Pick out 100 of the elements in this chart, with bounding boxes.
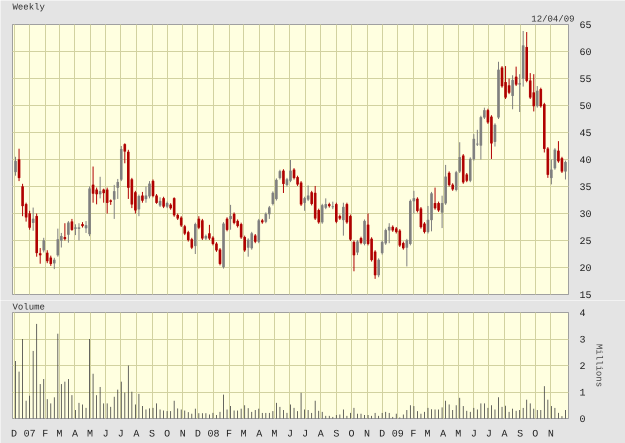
candlestick xyxy=(494,122,496,148)
chart-title: Weekly xyxy=(12,2,46,12)
x-tick-label: S xyxy=(149,430,156,440)
x-tick-label: F xyxy=(226,430,232,440)
candlestick xyxy=(194,222,197,254)
candlestick xyxy=(335,202,338,224)
candlestick xyxy=(56,228,60,258)
candlestick xyxy=(504,66,507,100)
x-tick-label: D xyxy=(194,430,201,440)
y-tick-label: 50 xyxy=(580,102,592,113)
y-tick-label: 35 xyxy=(580,183,592,194)
candlestick xyxy=(102,188,105,204)
candlestick xyxy=(95,187,98,205)
y-tick-label: 3 xyxy=(580,336,586,346)
x-tick-label: J xyxy=(118,430,124,440)
x-tick-label: S xyxy=(333,430,340,440)
candlestick xyxy=(352,240,356,272)
candlestick xyxy=(67,220,70,244)
x-tick-label: A xyxy=(440,430,446,440)
y-tick-label: 45 xyxy=(580,129,592,140)
y-tick-label: 0 xyxy=(580,415,586,426)
candlestick xyxy=(250,231,254,250)
candlestick xyxy=(70,218,74,232)
x-tick-label: 09 xyxy=(392,430,404,440)
candlestick xyxy=(98,176,102,199)
chart-title: Volume xyxy=(12,302,45,312)
candlestick xyxy=(268,205,271,220)
x-tick-label: O xyxy=(348,430,354,440)
candlestick xyxy=(398,228,402,248)
x-tick-label: S xyxy=(517,430,524,440)
candlestick xyxy=(112,184,116,220)
x-tick-label: D xyxy=(11,430,18,440)
candlestick xyxy=(275,178,278,202)
x-tick-label: D xyxy=(379,430,386,440)
x-tick-label: M xyxy=(240,430,247,440)
x-tick-label: M xyxy=(87,430,94,440)
candlestick xyxy=(18,148,20,182)
candlestick xyxy=(434,187,436,210)
y-axis-title: Millions xyxy=(594,344,604,388)
candlestick xyxy=(564,160,567,180)
y-tick-label: 65 xyxy=(580,21,592,32)
candlestick xyxy=(74,224,77,236)
x-tick-label: O xyxy=(532,430,538,440)
x-tick-label: J xyxy=(470,430,477,440)
candlestick xyxy=(320,203,324,224)
candlestick xyxy=(226,216,228,232)
x-tick-label: F xyxy=(42,430,48,440)
x-tick-label: 08 xyxy=(207,430,220,440)
x-tick-label: M xyxy=(56,430,62,440)
candlestick xyxy=(46,250,49,264)
x-tick-label: M xyxy=(424,430,430,440)
x-tick-label: J xyxy=(102,430,109,440)
y-tick-label: 60 xyxy=(580,48,592,59)
candlestick xyxy=(201,218,204,240)
x-tick-label: J xyxy=(286,430,294,440)
candlestick xyxy=(377,258,380,278)
candlestick xyxy=(278,169,282,180)
candlestick xyxy=(514,66,518,87)
y-tick-label: 55 xyxy=(580,75,592,86)
candlestick xyxy=(158,196,162,208)
x-tick-label: M xyxy=(271,430,278,440)
x-tick-label: A xyxy=(72,430,78,440)
candlestick xyxy=(32,207,34,232)
candlestick xyxy=(232,212,236,225)
candlestick xyxy=(282,168,285,194)
x-tick-label: A xyxy=(133,430,140,440)
y-tick-label: 20 xyxy=(580,264,592,275)
x-tick-label: O xyxy=(164,430,170,440)
x-tick-label: N xyxy=(548,430,554,440)
y-tick-label: 40 xyxy=(580,156,592,167)
x-tick-label: A xyxy=(256,430,262,440)
candlestick xyxy=(42,237,46,253)
y-tick-label: 2 xyxy=(580,362,586,373)
candlestick xyxy=(78,222,80,241)
candlestick xyxy=(254,234,257,244)
candlestick xyxy=(511,74,514,110)
candlestick xyxy=(64,222,66,241)
x-tick-label: J xyxy=(302,430,308,440)
x-tick-label: A xyxy=(502,430,508,440)
candlestick xyxy=(532,74,536,112)
candlestick xyxy=(92,166,94,204)
y-tick-label: 1 xyxy=(580,388,586,400)
candlestick xyxy=(14,156,17,176)
candlestick xyxy=(162,196,165,209)
candlestick xyxy=(257,218,260,244)
candlestick xyxy=(448,170,450,187)
y-tick-label: 30 xyxy=(580,210,592,221)
candlestick xyxy=(106,187,108,214)
candlestick xyxy=(52,257,56,270)
candlestick xyxy=(148,180,151,199)
x-tick-label: J xyxy=(486,430,492,440)
candlestick xyxy=(289,160,292,183)
x-tick-label: 07 xyxy=(24,430,36,440)
candlestick xyxy=(229,204,232,230)
candlestick xyxy=(172,196,176,218)
y-tick-label: 15 xyxy=(580,291,592,302)
x-tick-label: M xyxy=(455,430,462,440)
candlestick xyxy=(141,191,144,204)
candlestick xyxy=(342,202,345,236)
y-tick-label: 4 xyxy=(580,309,586,320)
